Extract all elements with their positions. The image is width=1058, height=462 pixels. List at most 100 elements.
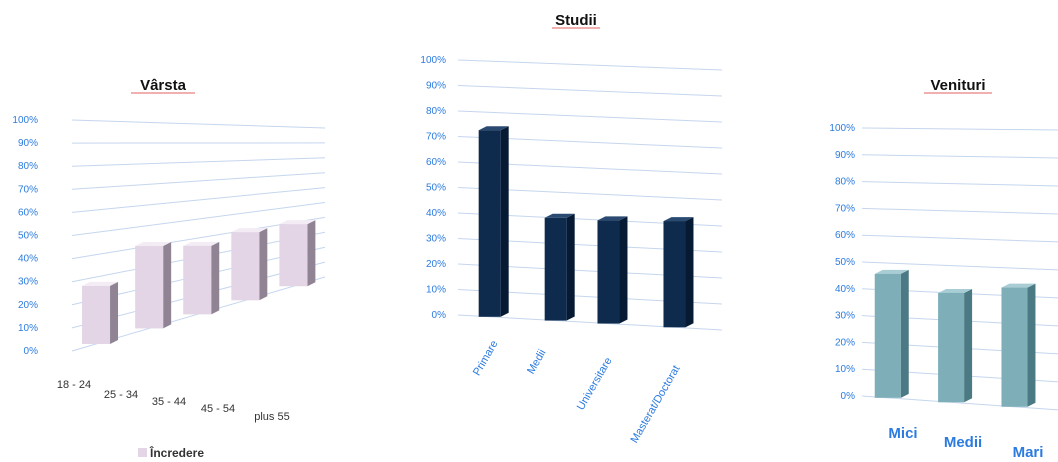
- category-label: 18 - 24: [57, 379, 91, 391]
- bar-top: [874, 269, 909, 274]
- chart-studii: Studii 0% 10% 20% 30% 40% 50% 60% 70% 80% 90% 100%…: [420, 12, 723, 446]
- category-label: Medii: [944, 434, 982, 451]
- gridline: [71, 157, 326, 167]
- bar-front: [938, 292, 965, 403]
- bar: [82, 281, 119, 344]
- bar-top: [544, 213, 575, 218]
- gridline: [861, 181, 1058, 187]
- category-label: Medii: [525, 348, 549, 377]
- gridline: [71, 202, 326, 236]
- category-label: plus 55: [254, 411, 289, 423]
- bar-top: [663, 217, 694, 222]
- bar-side: [566, 213, 575, 321]
- y-tick-label: 100%: [12, 115, 38, 126]
- bar-side: [500, 126, 509, 317]
- bar-top: [183, 241, 220, 246]
- bar: [279, 220, 316, 287]
- y-tick-label: 90%: [835, 150, 855, 161]
- category-label: Primare: [471, 339, 501, 378]
- gridline: [861, 395, 1058, 411]
- category-labels-studii: Primare Medii Universitare Masterat/Doctora…: [471, 339, 683, 446]
- y-tick-label: 100%: [420, 55, 446, 66]
- bar-top: [478, 126, 509, 131]
- bar-side: [307, 220, 316, 287]
- category-label: 25 - 34: [104, 389, 138, 401]
- bar-front: [279, 224, 308, 287]
- y-tick-label: 50%: [835, 257, 855, 268]
- bar: [544, 213, 575, 321]
- bar-top: [135, 242, 172, 247]
- y-tick-label: 0%: [841, 391, 856, 402]
- bar-side: [259, 228, 268, 301]
- bar-front: [478, 130, 501, 317]
- y-tick-label: 40%: [18, 254, 38, 265]
- bar: [478, 126, 509, 317]
- y-tick-label: 90%: [18, 138, 38, 149]
- y-tick-label: 40%: [835, 284, 855, 295]
- gridline: [457, 59, 723, 71]
- y-tick-label: 10%: [835, 364, 855, 375]
- gridline: [861, 207, 1058, 215]
- y-tick-label: 50%: [426, 183, 446, 194]
- category-label: Universitare: [575, 356, 615, 413]
- y-tick-label: 30%: [18, 277, 38, 288]
- y-tick-label: 0%: [24, 346, 39, 357]
- bar-front: [82, 285, 111, 344]
- bar-front: [135, 246, 164, 329]
- bar-top: [1001, 283, 1036, 288]
- bar: [135, 242, 172, 329]
- bar-side: [1027, 283, 1036, 407]
- gridline: [457, 314, 723, 331]
- legend-label: Încredere: [149, 445, 204, 460]
- y-tick-label: 60%: [835, 230, 855, 241]
- y-tick-label: 80%: [835, 177, 855, 188]
- y-tick-label: 70%: [835, 203, 855, 214]
- chart-title-varsta: Vârsta: [140, 77, 187, 94]
- bar: [183, 241, 220, 315]
- bar: [597, 216, 628, 324]
- gridline: [71, 119, 326, 129]
- bar-front: [231, 232, 260, 301]
- bar-side: [110, 281, 119, 344]
- y-tick-label: 40%: [426, 208, 446, 219]
- bar-front: [597, 220, 620, 324]
- y-tick-label: 10%: [18, 323, 38, 334]
- bar: [1001, 283, 1036, 407]
- bar-top: [938, 288, 973, 293]
- y-tick-label: 10%: [426, 285, 446, 296]
- bars-varsta: [82, 220, 316, 344]
- category-label: Mici: [888, 425, 917, 442]
- bar-front: [663, 221, 686, 328]
- bar-top: [597, 216, 628, 221]
- bar-top: [279, 220, 316, 225]
- y-tick-label: 70%: [18, 184, 38, 195]
- category-label: Masterat/Doctorat: [628, 364, 682, 446]
- bar-side: [619, 216, 628, 324]
- bar-side: [163, 242, 172, 329]
- bars-venituri: [874, 269, 1036, 407]
- gridline: [861, 127, 1058, 131]
- chart-title-venituri: Venituri: [930, 77, 985, 94]
- bar: [231, 228, 268, 301]
- y-tick-label: 60%: [18, 207, 38, 218]
- y-ticks-venituri: 0% 10% 20% 30% 40% 50% 60% 70% 80% 90% 100%: [829, 123, 855, 402]
- y-tick-label: 90%: [426, 81, 446, 92]
- gridline: [861, 154, 1058, 159]
- y-ticks-studii: 0% 10% 20% 30% 40% 50% 60% 70% 80% 90% 100%: [420, 55, 446, 321]
- bar-top: [231, 228, 268, 233]
- y-tick-label: 30%: [835, 311, 855, 322]
- category-label: 45 - 54: [201, 403, 235, 415]
- category-labels-varsta: 18 - 24 25 - 34 35 - 44 45 - 54 plus 55: [57, 379, 290, 423]
- chart-title-studii: Studii: [555, 12, 597, 29]
- y-tick-label: 60%: [426, 157, 446, 168]
- chart-varsta: Vârsta 0% 10% 20% 30% 40% 50% 60% 70% 80% 90% 100%…: [12, 77, 326, 460]
- y-tick-label: 100%: [829, 123, 855, 134]
- y-tick-label: 80%: [426, 106, 446, 117]
- gridline: [457, 85, 723, 97]
- gridline: [861, 261, 1058, 271]
- y-tick-label: 30%: [426, 234, 446, 245]
- y-tick-label: 20%: [18, 300, 38, 311]
- legend-swatch: [138, 448, 147, 457]
- bar-side: [900, 269, 909, 398]
